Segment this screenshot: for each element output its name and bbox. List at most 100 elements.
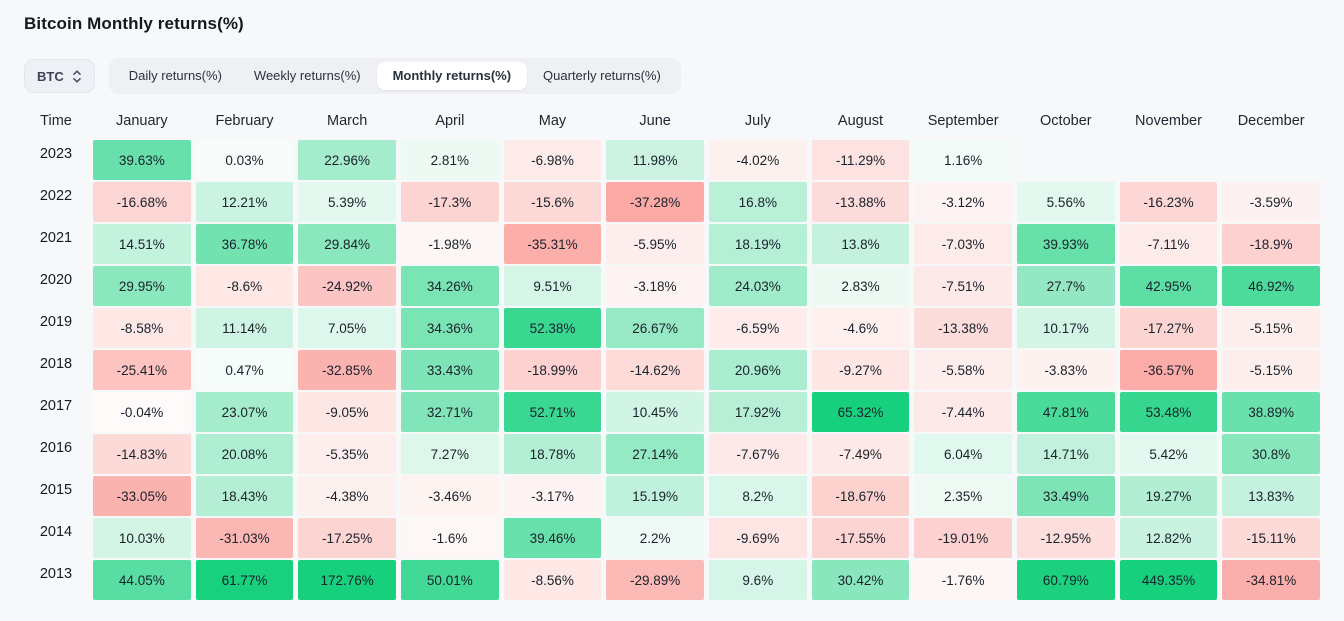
year-label-2015: 2015 <box>39 482 73 498</box>
cell-2020-may: 9.51% <box>503 266 602 306</box>
tab-quarterly-returns[interactable]: Quarterly returns(%) <box>543 68 661 83</box>
cell-2022-may: -15.6% <box>503 182 602 222</box>
cell-2022-august: -13.88% <box>811 182 910 222</box>
cell-2015-december: 13.83% <box>1222 476 1320 516</box>
cell-2017-july: 17.92% <box>708 392 807 432</box>
cell-2018-july: 20.96% <box>708 350 807 390</box>
cell-2022-february: 12.21% <box>195 182 294 222</box>
cell-2023-may: -6.98% <box>503 140 602 180</box>
cell-2018-october: -3.83% <box>1016 350 1115 390</box>
column-header-march: March <box>327 113 368 129</box>
cell-2020-september: -7.51% <box>914 266 1012 306</box>
cell-2018-june: -14.62% <box>606 350 704 390</box>
cell-2023-march: 22.96% <box>298 140 396 180</box>
cell-2020-december: 46.92% <box>1222 266 1320 306</box>
cell-2018-september: -5.58% <box>914 350 1012 390</box>
cell-2022-january: -16.68% <box>93 182 191 222</box>
symbol-select-value: BTC <box>37 68 64 84</box>
cell-2019-october: 10.17% <box>1016 308 1115 348</box>
cell-2020-march: -24.92% <box>298 266 396 306</box>
tab-daily-returns[interactable]: Daily returns(%) <box>128 68 222 83</box>
cell-2023-december <box>1222 140 1320 180</box>
column-header-february: February <box>215 113 274 129</box>
cell-2021-december: -18.9% <box>1222 224 1320 264</box>
cell-2013-january: 44.05% <box>93 560 191 600</box>
cell-2013-september: -1.76% <box>914 560 1012 600</box>
cell-2023-february: 0.03% <box>195 140 294 180</box>
page-title: Bitcoin Monthly returns(%) <box>24 14 244 33</box>
cell-2018-november: -36.57% <box>1119 350 1218 390</box>
cell-2016-april: 7.27% <box>400 434 499 474</box>
cell-2016-january: -14.83% <box>93 434 191 474</box>
cell-2019-may: 52.38% <box>503 308 602 348</box>
cell-2020-february: -8.6% <box>195 266 294 306</box>
cell-2022-december: -3.59% <box>1222 182 1320 222</box>
cell-2019-september: -13.38% <box>914 308 1012 348</box>
cell-2021-may: -35.31% <box>503 224 602 264</box>
cell-2017-january: -0.04% <box>93 392 191 432</box>
tab-weekly-returns[interactable]: Weekly returns(%) <box>253 68 361 83</box>
monthly-returns-heatmap: Time January February March April May June July… <box>24 104 1320 600</box>
year-label-2020: 2020 <box>39 272 73 288</box>
cell-2023-january: 39.63% <box>93 140 191 180</box>
cell-2015-october: 33.49% <box>1016 476 1115 516</box>
cell-2023-september: 1.16% <box>914 140 1012 180</box>
cell-2014-february: -31.03% <box>195 518 294 558</box>
cell-2016-september: 6.04% <box>914 434 1012 474</box>
cell-2015-june: 15.19% <box>606 476 704 516</box>
cell-2013-december: -34.81% <box>1222 560 1320 600</box>
cell-2015-april: -3.46% <box>400 476 499 516</box>
cell-2013-october: 60.79% <box>1016 560 1115 600</box>
cell-2013-april: 50.01% <box>400 560 499 600</box>
column-header-june: June <box>639 113 671 129</box>
cell-2018-march: -32.85% <box>298 350 396 390</box>
year-label-2014: 2014 <box>39 524 73 540</box>
cell-2021-january: 14.51% <box>93 224 191 264</box>
cell-2016-february: 20.08% <box>195 434 294 474</box>
year-label-2016: 2016 <box>39 440 73 456</box>
cell-2017-august: 65.32% <box>811 392 910 432</box>
cell-2015-march: -4.38% <box>298 476 396 516</box>
cell-2015-february: 18.43% <box>195 476 294 516</box>
cell-2017-june: 10.45% <box>606 392 704 432</box>
tab-monthly-returns[interactable]: Monthly returns(%) <box>376 62 528 90</box>
cell-2015-may: -3.17% <box>503 476 602 516</box>
cell-2017-april: 32.71% <box>400 392 499 432</box>
cell-2020-june: -3.18% <box>606 266 704 306</box>
cell-2013-august: 30.42% <box>811 560 910 600</box>
cell-2013-november: 449.35% <box>1119 560 1218 600</box>
cell-2013-june: -29.89% <box>606 560 704 600</box>
cell-2016-october: 14.71% <box>1016 434 1115 474</box>
cell-2018-april: 33.43% <box>400 350 499 390</box>
cell-2023-april: 2.81% <box>400 140 499 180</box>
cell-2022-october: 5.56% <box>1016 182 1115 222</box>
cell-2014-december: -15.11% <box>1222 518 1320 558</box>
cell-2016-december: 30.8% <box>1222 434 1320 474</box>
column-header-october: October <box>1040 113 1092 129</box>
cell-2021-february: 36.78% <box>195 224 294 264</box>
column-header-may: May <box>538 113 567 129</box>
cell-2021-july: 18.19% <box>708 224 807 264</box>
cell-2017-december: 38.89% <box>1222 392 1320 432</box>
cell-2013-may: -8.56% <box>503 560 602 600</box>
cell-2022-november: -16.23% <box>1119 182 1218 222</box>
cell-2018-january: -25.41% <box>93 350 191 390</box>
cell-2017-may: 52.71% <box>503 392 602 432</box>
chevron-updown-icon <box>72 69 82 84</box>
cell-2014-october: -12.95% <box>1016 518 1115 558</box>
cell-2013-february: 61.77% <box>195 560 294 600</box>
cell-2015-january: -33.05% <box>93 476 191 516</box>
cell-2019-june: 26.67% <box>606 308 704 348</box>
cell-2016-november: 5.42% <box>1119 434 1218 474</box>
cell-2017-february: 23.07% <box>195 392 294 432</box>
cell-2016-may: 18.78% <box>503 434 602 474</box>
cell-2022-march: 5.39% <box>298 182 396 222</box>
cell-2019-april: 34.36% <box>400 308 499 348</box>
cell-2020-april: 34.26% <box>400 266 499 306</box>
cell-2014-august: -17.55% <box>811 518 910 558</box>
cell-2021-october: 39.93% <box>1016 224 1115 264</box>
returns-period-tabs: Daily returns(%) Weekly returns(%) Monthly… <box>108 58 681 94</box>
cell-2014-july: -9.69% <box>708 518 807 558</box>
cell-2020-october: 27.7% <box>1016 266 1115 306</box>
symbol-select[interactable]: BTC <box>24 59 95 93</box>
